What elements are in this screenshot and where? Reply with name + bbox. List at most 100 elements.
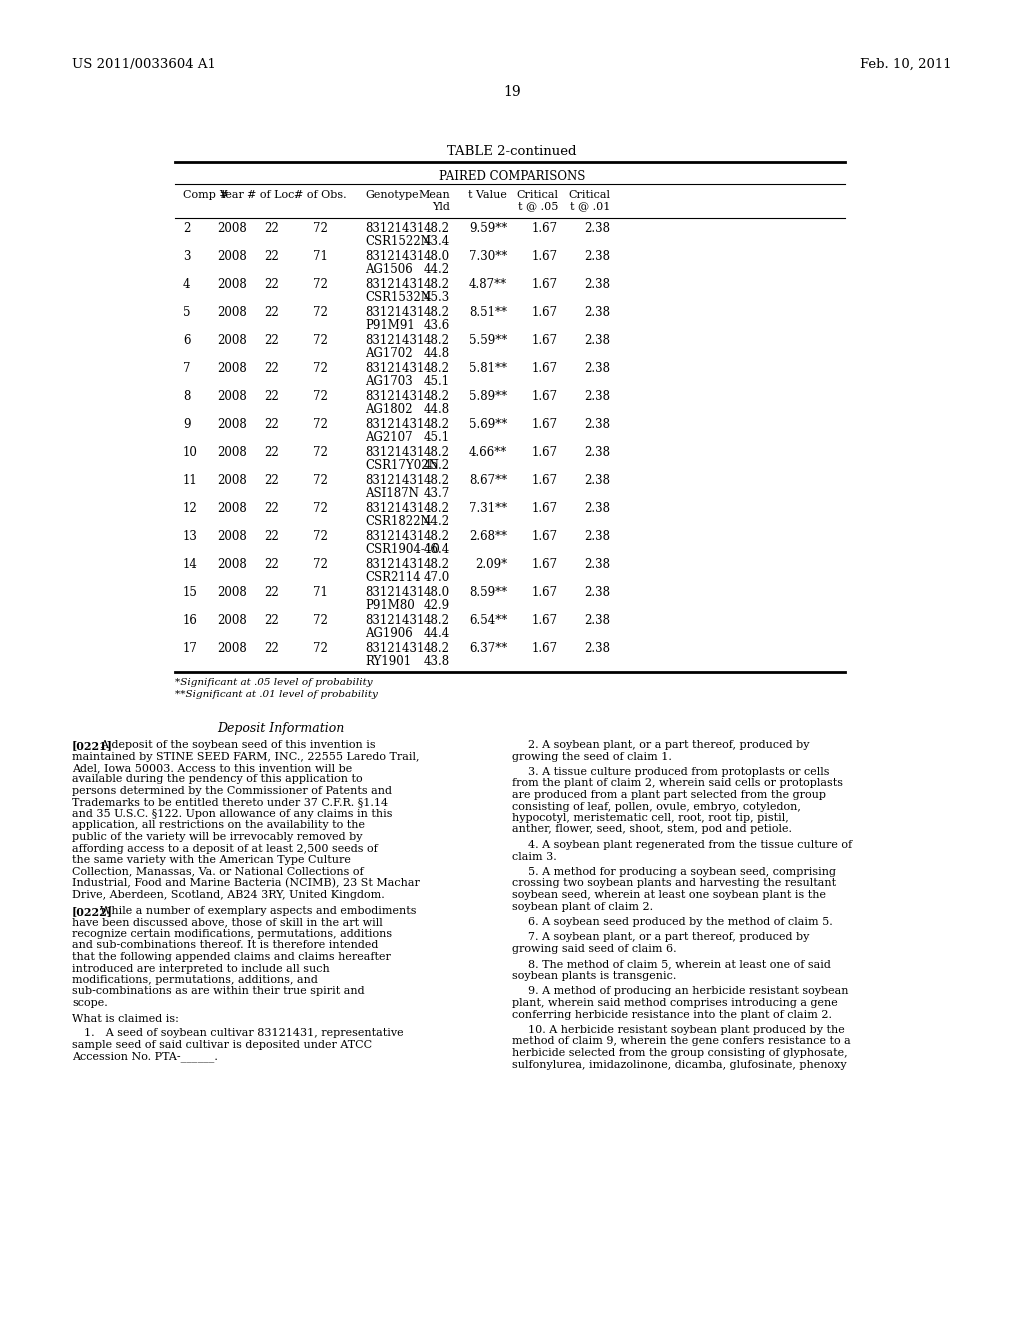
- Text: 83121431: 83121431: [365, 531, 424, 543]
- Text: 1.67: 1.67: [531, 446, 558, 459]
- Text: 5.69**: 5.69**: [469, 418, 507, 432]
- Text: 83121431: 83121431: [365, 642, 424, 655]
- Text: 6.54**: 6.54**: [469, 614, 507, 627]
- Text: AG1703: AG1703: [365, 375, 413, 388]
- Text: 83121431: 83121431: [365, 502, 424, 515]
- Text: 48.0: 48.0: [424, 249, 450, 263]
- Text: 2.38: 2.38: [584, 418, 610, 432]
- Text: 1.67: 1.67: [531, 586, 558, 599]
- Text: 83121431: 83121431: [365, 474, 424, 487]
- Text: 2.38: 2.38: [584, 249, 610, 263]
- Text: Drive, Aberdeen, Scotland, AB24 3RY, United Kingdom.: Drive, Aberdeen, Scotland, AB24 3RY, Uni…: [72, 890, 385, 899]
- Text: sample seed of said cultivar is deposited under ATCC: sample seed of said cultivar is deposite…: [72, 1040, 372, 1049]
- Text: 22: 22: [264, 389, 280, 403]
- Text: hypocotyl, meristematic cell, root, root tip, pistil,: hypocotyl, meristematic cell, root, root…: [512, 813, 788, 822]
- Text: growing the seed of claim 1.: growing the seed of claim 1.: [512, 751, 672, 762]
- Text: 48.2: 48.2: [424, 446, 450, 459]
- Text: 4.87**: 4.87**: [469, 279, 507, 290]
- Text: 48.2: 48.2: [424, 531, 450, 543]
- Text: 48.2: 48.2: [424, 558, 450, 572]
- Text: 13: 13: [183, 531, 198, 543]
- Text: 48.2: 48.2: [424, 614, 450, 627]
- Text: Critical
t @ .01: Critical t @ .01: [568, 190, 610, 211]
- Text: Adel, Iowa 50003. Access to this invention will be: Adel, Iowa 50003. Access to this inventi…: [72, 763, 352, 774]
- Text: CSR1532N: CSR1532N: [365, 290, 431, 304]
- Text: 72: 72: [312, 531, 328, 543]
- Text: 43.7: 43.7: [424, 487, 450, 500]
- Text: 43.4: 43.4: [424, 235, 450, 248]
- Text: 2.38: 2.38: [584, 334, 610, 347]
- Text: 72: 72: [312, 279, 328, 290]
- Text: 48.2: 48.2: [424, 334, 450, 347]
- Text: 17: 17: [183, 642, 198, 655]
- Text: that the following appended claims and claims hereafter: that the following appended claims and c…: [72, 952, 391, 962]
- Text: 9.59**: 9.59**: [469, 222, 507, 235]
- Text: 4.66**: 4.66**: [469, 446, 507, 459]
- Text: CSR17Y02N: CSR17Y02N: [365, 459, 439, 473]
- Text: 1.67: 1.67: [531, 502, 558, 515]
- Text: 22: 22: [264, 306, 280, 319]
- Text: 83121431: 83121431: [365, 249, 424, 263]
- Text: Mean
Yld: Mean Yld: [418, 190, 450, 211]
- Text: 2: 2: [183, 222, 190, 235]
- Text: conferring herbicide resistance into the plant of claim 2.: conferring herbicide resistance into the…: [512, 1010, 831, 1019]
- Text: are produced from a plant part selected from the group: are produced from a plant part selected …: [512, 789, 826, 800]
- Text: Industrial, Food and Marine Bacteria (NCIMB), 23 St Machar: Industrial, Food and Marine Bacteria (NC…: [72, 878, 420, 888]
- Text: 43.6: 43.6: [424, 319, 450, 333]
- Text: 22: 22: [264, 279, 280, 290]
- Text: 48.2: 48.2: [424, 418, 450, 432]
- Text: 45.2: 45.2: [424, 459, 450, 473]
- Text: 19: 19: [503, 84, 521, 99]
- Text: RY1901: RY1901: [365, 655, 411, 668]
- Text: CSR2114: CSR2114: [365, 572, 421, 583]
- Text: 22: 22: [264, 531, 280, 543]
- Text: AG1702: AG1702: [365, 347, 413, 360]
- Text: 2008: 2008: [217, 642, 247, 655]
- Text: method of claim 9, wherein the gene confers resistance to a: method of claim 9, wherein the gene conf…: [512, 1036, 851, 1047]
- Text: TABLE 2-continued: TABLE 2-continued: [447, 145, 577, 158]
- Text: 2008: 2008: [217, 614, 247, 627]
- Text: While a number of exemplary aspects and embodiments: While a number of exemplary aspects and …: [100, 906, 417, 916]
- Text: 72: 72: [312, 418, 328, 432]
- Text: 2.38: 2.38: [584, 642, 610, 655]
- Text: Collection, Manassas, Va. or National Collections of: Collection, Manassas, Va. or National Co…: [72, 866, 364, 876]
- Text: 2008: 2008: [217, 474, 247, 487]
- Text: 9. A method of producing an herbicide resistant soybean: 9. A method of producing an herbicide re…: [528, 986, 849, 997]
- Text: 3: 3: [183, 249, 190, 263]
- Text: 16: 16: [183, 614, 198, 627]
- Text: 2008: 2008: [217, 306, 247, 319]
- Text: 71: 71: [312, 249, 328, 263]
- Text: 1.67: 1.67: [531, 418, 558, 432]
- Text: herbicide selected from the group consisting of glyphosate,: herbicide selected from the group consis…: [512, 1048, 848, 1059]
- Text: soybean plant of claim 2.: soybean plant of claim 2.: [512, 902, 653, 912]
- Text: 2008: 2008: [217, 249, 247, 263]
- Text: 48.2: 48.2: [424, 222, 450, 235]
- Text: 48.2: 48.2: [424, 502, 450, 515]
- Text: persons determined by the Commissioner of Patents and: persons determined by the Commissioner o…: [72, 785, 392, 796]
- Text: 8.51**: 8.51**: [469, 306, 507, 319]
- Text: 47.0: 47.0: [424, 572, 450, 583]
- Text: scope.: scope.: [72, 998, 108, 1008]
- Text: 83121431: 83121431: [365, 446, 424, 459]
- Text: 2.38: 2.38: [584, 531, 610, 543]
- Text: 2008: 2008: [217, 222, 247, 235]
- Text: 2008: 2008: [217, 531, 247, 543]
- Text: 72: 72: [312, 389, 328, 403]
- Text: 2008: 2008: [217, 362, 247, 375]
- Text: 5.81**: 5.81**: [469, 362, 507, 375]
- Text: Genotype: Genotype: [365, 190, 419, 201]
- Text: 2.68**: 2.68**: [469, 531, 507, 543]
- Text: sub-combinations as are within their true spirit and: sub-combinations as are within their tru…: [72, 986, 365, 997]
- Text: from the plant of claim 2, wherein said cells or protoplasts: from the plant of claim 2, wherein said …: [512, 779, 843, 788]
- Text: 42.9: 42.9: [424, 599, 450, 612]
- Text: Comp #: Comp #: [183, 190, 228, 201]
- Text: 83121431: 83121431: [365, 389, 424, 403]
- Text: US 2011/0033604 A1: US 2011/0033604 A1: [72, 58, 216, 71]
- Text: P91M80: P91M80: [365, 599, 415, 612]
- Text: 5. A method for producing a soybean seed, comprising: 5. A method for producing a soybean seed…: [528, 867, 836, 876]
- Text: 22: 22: [264, 362, 280, 375]
- Text: 1.67: 1.67: [531, 558, 558, 572]
- Text: soybean plants is transgenic.: soybean plants is transgenic.: [512, 972, 677, 981]
- Text: 48.2: 48.2: [424, 642, 450, 655]
- Text: claim 3.: claim 3.: [512, 851, 557, 862]
